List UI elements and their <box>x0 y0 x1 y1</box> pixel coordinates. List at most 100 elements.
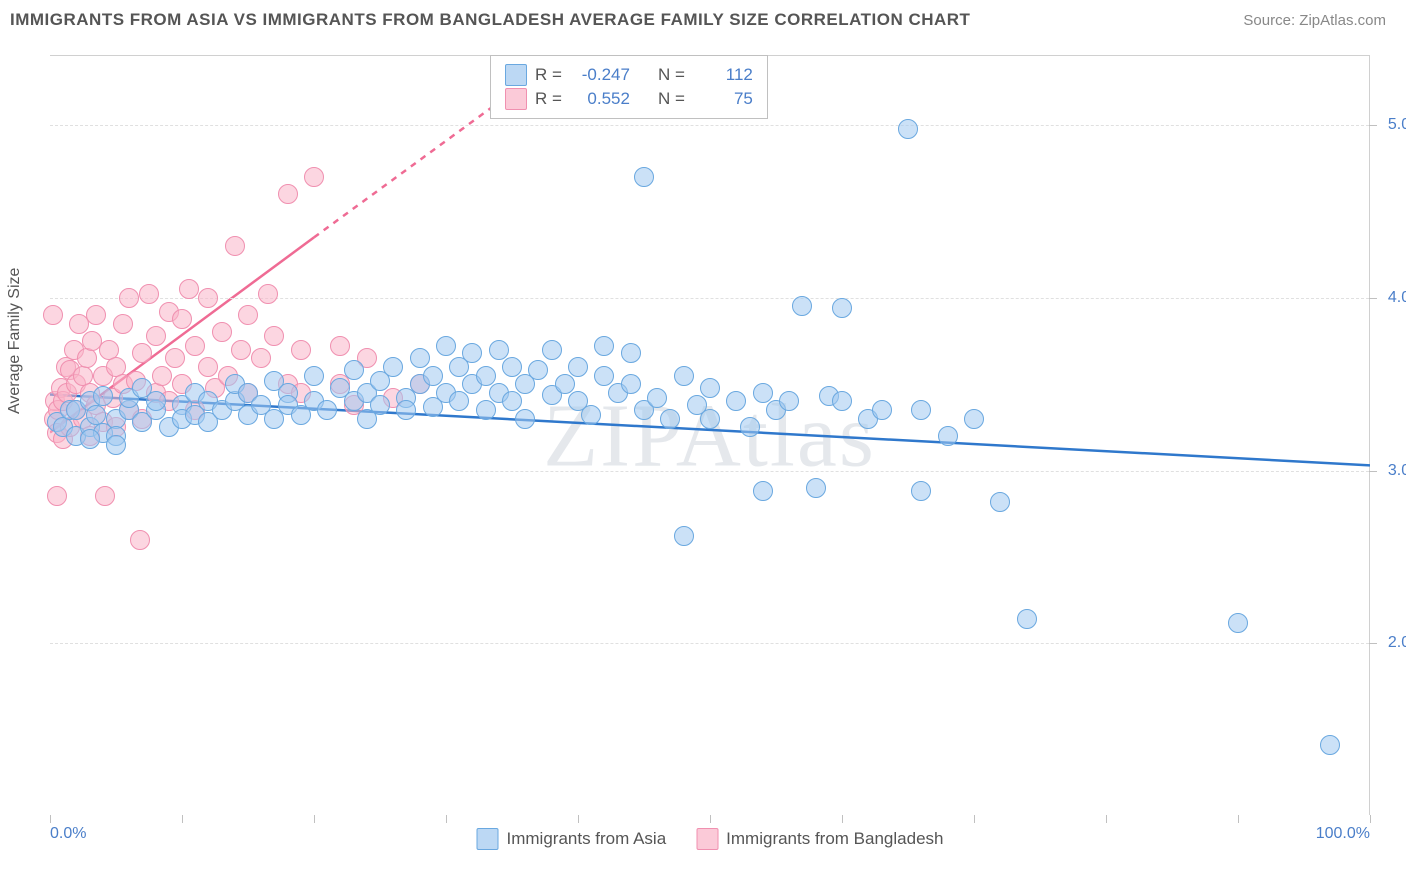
scatter-point <box>911 481 931 501</box>
scatter-point <box>990 492 1010 512</box>
scatter-point <box>304 167 324 187</box>
x-tick-mark <box>710 815 711 823</box>
legend-swatch-pink <box>505 88 527 110</box>
scatter-point <box>806 478 826 498</box>
scatter-point <box>106 435 126 455</box>
scatter-point <box>476 400 496 420</box>
grid-line-horizontal <box>50 643 1369 644</box>
x-tick-mark <box>50 815 51 823</box>
y-axis-label: Average Family Size <box>6 268 24 414</box>
scatter-point <box>449 391 469 411</box>
scatter-point <box>43 305 63 325</box>
scatter-point <box>80 429 100 449</box>
x-tick-label: 100.0% <box>1316 825 1370 843</box>
scatter-point <box>674 526 694 546</box>
scatter-point <box>832 391 852 411</box>
x-tick-mark <box>578 815 579 823</box>
scatter-point <box>515 409 535 429</box>
legend-pink-r: 0.552 <box>570 89 630 109</box>
legend-pink-n: 75 <box>693 89 753 109</box>
scatter-point <box>621 343 641 363</box>
scatter-point <box>225 236 245 256</box>
scatter-point <box>528 360 548 380</box>
scatter-point <box>938 426 958 446</box>
scatter-point <box>792 296 812 316</box>
scatter-point <box>258 284 278 304</box>
scatter-point <box>1017 609 1037 629</box>
scatter-point <box>146 391 166 411</box>
scatter-point <box>700 409 720 429</box>
scatter-point <box>113 314 133 334</box>
legend-r-label: R = <box>535 89 562 109</box>
scatter-chart: ZIPAtlas 2.003.004.005.000.0%100.0% Aver… <box>50 55 1370 815</box>
source-label: Source: <box>1243 12 1295 29</box>
scatter-point <box>95 486 115 506</box>
scatter-point <box>502 357 522 377</box>
scatter-point <box>647 388 667 408</box>
scatter-point <box>779 391 799 411</box>
legend-row-pink: R = 0.552 N = 75 <box>505 88 753 110</box>
scatter-point <box>542 340 562 360</box>
scatter-point <box>278 184 298 204</box>
scatter-point <box>436 336 456 356</box>
scatter-point <box>700 378 720 398</box>
scatter-point <box>594 336 614 356</box>
legend-r-label: R = <box>535 65 562 85</box>
x-tick-mark <box>1370 815 1371 823</box>
source-link[interactable]: ZipAtlas.com <box>1299 12 1386 29</box>
scatter-point <box>330 336 350 356</box>
scatter-point <box>185 336 205 356</box>
scatter-point <box>674 366 694 386</box>
scatter-point <box>634 167 654 187</box>
legend-n-label: N = <box>658 65 685 85</box>
grid-line-horizontal <box>50 125 1369 126</box>
scatter-point <box>489 340 509 360</box>
scatter-point <box>568 357 588 377</box>
scatter-point <box>462 343 482 363</box>
scatter-point <box>93 386 113 406</box>
x-tick-mark <box>314 815 315 823</box>
scatter-point <box>172 309 192 329</box>
legend-row-blue: R = -0.247 N = 112 <box>505 64 753 86</box>
scatter-point <box>911 400 931 420</box>
legend-swatch-pink-icon <box>696 828 718 850</box>
scatter-point <box>753 383 773 403</box>
scatter-point <box>198 357 218 377</box>
grid-line-horizontal <box>50 298 1369 299</box>
scatter-point <box>1320 735 1340 755</box>
scatter-point <box>660 409 680 429</box>
scatter-point <box>898 119 918 139</box>
scatter-point <box>317 400 337 420</box>
legend-blue-r: -0.247 <box>570 65 630 85</box>
scatter-point <box>251 348 271 368</box>
scatter-point <box>152 366 172 386</box>
scatter-point <box>119 288 139 308</box>
scatter-point <box>179 279 199 299</box>
scatter-point <box>132 343 152 363</box>
scatter-point <box>832 298 852 318</box>
scatter-point <box>344 360 364 380</box>
correlation-legend: R = -0.247 N = 112 R = 0.552 N = 75 <box>490 55 768 119</box>
chart-title: IMMIGRANTS FROM ASIA VS IMMIGRANTS FROM … <box>10 10 970 30</box>
scatter-point <box>581 405 601 425</box>
legend-blue-n: 112 <box>693 65 753 85</box>
scatter-point <box>165 348 185 368</box>
scatter-point <box>238 305 258 325</box>
scatter-point <box>726 391 746 411</box>
grid-line-horizontal <box>50 471 1369 472</box>
legend-swatch-blue <box>505 64 527 86</box>
scatter-point <box>77 348 97 368</box>
scatter-point <box>139 284 159 304</box>
scatter-point <box>476 366 496 386</box>
y-tick-label: 2.00 <box>1374 634 1406 652</box>
scatter-point <box>304 366 324 386</box>
x-tick-mark <box>446 815 447 823</box>
x-tick-mark <box>974 815 975 823</box>
series-legend: Immigrants from Asia Immigrants from Ban… <box>477 828 944 850</box>
scatter-point <box>872 400 892 420</box>
scatter-point <box>396 400 416 420</box>
y-tick-label: 5.00 <box>1374 116 1406 134</box>
legend-label-pink: Immigrants from Bangladesh <box>726 829 943 849</box>
x-tick-mark <box>1106 815 1107 823</box>
x-tick-mark <box>182 815 183 823</box>
